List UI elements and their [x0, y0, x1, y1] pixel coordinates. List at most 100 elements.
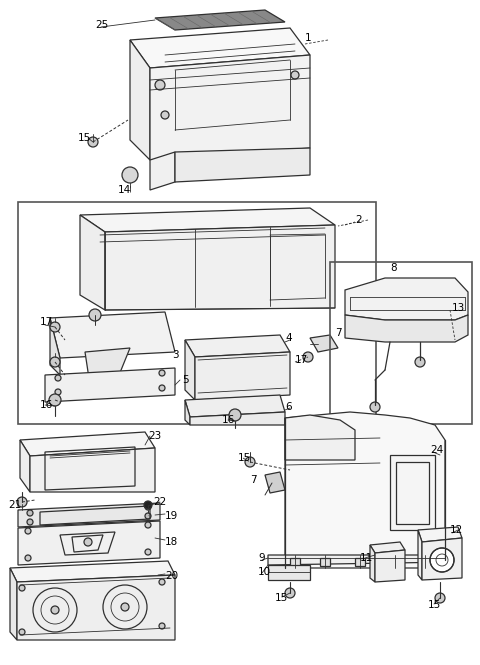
Circle shape	[159, 385, 165, 391]
Polygon shape	[18, 503, 160, 527]
Polygon shape	[10, 561, 175, 582]
Circle shape	[122, 167, 138, 183]
Polygon shape	[20, 432, 155, 456]
Polygon shape	[310, 335, 338, 352]
Text: 3: 3	[172, 350, 179, 360]
Polygon shape	[370, 542, 405, 553]
Polygon shape	[175, 148, 310, 182]
Bar	[420, 558, 430, 566]
Polygon shape	[285, 412, 445, 568]
Circle shape	[55, 375, 61, 381]
Text: 16: 16	[40, 400, 53, 410]
Circle shape	[145, 504, 151, 510]
Circle shape	[51, 606, 59, 614]
Circle shape	[84, 538, 92, 546]
Circle shape	[27, 510, 33, 516]
Polygon shape	[268, 565, 310, 580]
Polygon shape	[130, 28, 310, 68]
Text: 2: 2	[355, 215, 361, 225]
Polygon shape	[185, 335, 290, 357]
Polygon shape	[418, 527, 462, 542]
Polygon shape	[20, 440, 30, 492]
Circle shape	[229, 409, 241, 421]
Text: 6: 6	[285, 402, 292, 412]
Bar	[355, 558, 365, 566]
Polygon shape	[375, 550, 405, 582]
Polygon shape	[370, 545, 375, 582]
Circle shape	[144, 501, 152, 509]
Polygon shape	[18, 521, 160, 565]
Circle shape	[145, 513, 151, 519]
Text: 10: 10	[258, 567, 271, 577]
Polygon shape	[422, 538, 462, 580]
Text: 21: 21	[8, 500, 21, 510]
Circle shape	[285, 588, 295, 598]
Circle shape	[159, 370, 165, 376]
Text: 20: 20	[165, 571, 178, 581]
Text: 17: 17	[40, 317, 53, 327]
Polygon shape	[390, 455, 435, 530]
Text: 11: 11	[360, 553, 373, 563]
Polygon shape	[45, 368, 175, 402]
Circle shape	[245, 457, 255, 467]
Circle shape	[370, 402, 380, 412]
Text: 16: 16	[222, 415, 235, 425]
Polygon shape	[285, 415, 355, 460]
Polygon shape	[155, 10, 285, 30]
Circle shape	[121, 603, 129, 611]
Circle shape	[50, 322, 60, 332]
Circle shape	[145, 549, 151, 555]
Circle shape	[19, 629, 25, 635]
Circle shape	[55, 389, 61, 395]
Text: 24: 24	[430, 445, 443, 455]
Polygon shape	[105, 225, 335, 310]
Text: 22: 22	[153, 497, 166, 507]
Circle shape	[19, 585, 25, 591]
Circle shape	[49, 394, 61, 406]
Text: 23: 23	[148, 431, 161, 441]
Text: 7: 7	[335, 328, 342, 338]
Polygon shape	[17, 575, 175, 640]
Bar	[290, 558, 300, 566]
Polygon shape	[185, 400, 190, 425]
Circle shape	[89, 309, 101, 321]
Circle shape	[145, 522, 151, 528]
Bar	[18, 202, 376, 424]
Circle shape	[155, 80, 165, 90]
Text: 18: 18	[165, 537, 178, 547]
Circle shape	[50, 357, 60, 367]
Circle shape	[161, 111, 169, 119]
Text: 13: 13	[452, 303, 465, 313]
Bar	[390, 558, 400, 566]
Polygon shape	[418, 530, 422, 580]
Polygon shape	[80, 208, 335, 232]
Text: 4: 4	[285, 333, 292, 343]
Circle shape	[430, 548, 454, 572]
Polygon shape	[150, 55, 310, 160]
Polygon shape	[50, 312, 175, 358]
Polygon shape	[195, 352, 290, 400]
Polygon shape	[50, 318, 60, 375]
Text: 5: 5	[182, 375, 189, 385]
Circle shape	[17, 497, 27, 507]
Text: 25: 25	[95, 20, 108, 30]
Polygon shape	[85, 348, 130, 385]
Circle shape	[435, 593, 445, 603]
Circle shape	[303, 352, 313, 362]
Text: 8: 8	[390, 263, 396, 273]
Polygon shape	[185, 340, 195, 400]
Text: 17: 17	[295, 355, 308, 365]
Bar	[330, 262, 472, 424]
Text: 1: 1	[305, 33, 312, 43]
Text: 19: 19	[165, 511, 178, 521]
Text: 14: 14	[118, 185, 131, 195]
Polygon shape	[345, 315, 468, 342]
Polygon shape	[30, 448, 155, 492]
Polygon shape	[265, 472, 285, 493]
Circle shape	[27, 519, 33, 525]
Polygon shape	[130, 40, 150, 160]
Bar	[396, 462, 429, 524]
Circle shape	[88, 137, 98, 147]
Bar	[320, 558, 330, 566]
Text: 7: 7	[250, 475, 257, 485]
